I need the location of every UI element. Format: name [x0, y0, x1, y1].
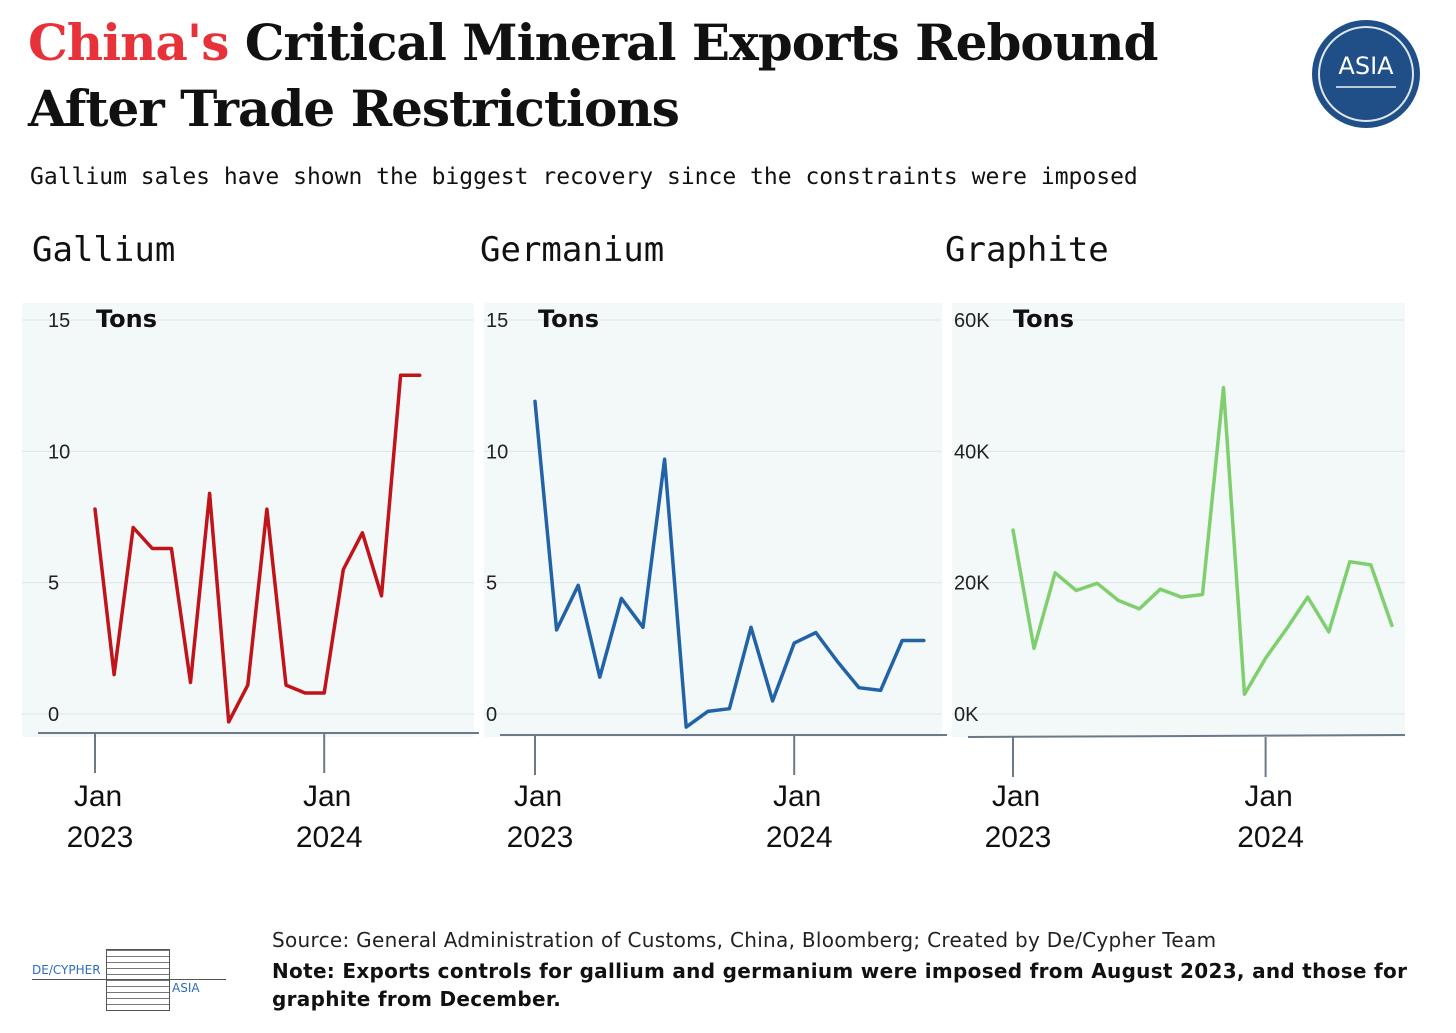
logo-left-text: DE/CYPHER — [32, 963, 101, 977]
germanium-xtick-label-year: 2023 — [507, 821, 574, 854]
germanium-ytick-label: 5 — [486, 573, 497, 595]
graphite-ylabel: Tons — [1013, 305, 1074, 333]
graphite-xtick-label-month: Jan — [1244, 780, 1292, 813]
gallium-ytick-label: 5 — [48, 573, 59, 595]
graphite-x-axis — [967, 734, 1406, 738]
germanium-ylabel: Tons — [538, 305, 599, 333]
chart-title: China's Critical Mineral Exports Rebound… — [28, 10, 1258, 142]
maze-icon — [106, 949, 170, 1011]
graphite-plot-area — [952, 303, 1405, 737]
title-rest: Critical Mineral Exports Rebound After T… — [28, 13, 1158, 138]
asia-logo-badge: ASIA — [1312, 20, 1420, 128]
graphite-ytick-label: 60K — [954, 310, 990, 332]
germanium-ytick-label: 15 — [486, 310, 508, 332]
logo-underline — [1336, 86, 1396, 88]
title-highlight: China's — [28, 13, 229, 72]
graphite-ytick-label: 20K — [954, 573, 990, 595]
gallium-xtick-label-month: Jan — [74, 780, 122, 813]
decypher-logo: DE/CYPHER ASIA — [30, 945, 230, 1015]
graphite-ytick-label: 40K — [954, 441, 990, 463]
gallium-series-line — [93, 373, 422, 724]
chart-subtitle: Gallium sales have shown the biggest rec… — [30, 164, 1138, 190]
charts-canvas: 0 5 10 15 Tons Jan 2023 Jan 2024 0 5 10 15 Tons Jan 202… — [22, 303, 1406, 854]
gallium-xtick-label-year: 2023 — [67, 821, 134, 854]
logo-ring — [1318, 26, 1414, 122]
germanium-xtick-label-month: Jan — [514, 780, 562, 813]
panel-title-gallium: Gallium — [32, 230, 176, 270]
gallium-ytick-label: 15 — [48, 310, 70, 332]
graphite-xtick-label-month: Jan — [992, 780, 1040, 813]
germanium-ytick-label: 0 — [486, 704, 497, 726]
source-text: Source: General Administration of Custom… — [272, 928, 1217, 952]
logo-right-text: ASIA — [172, 981, 200, 995]
gallium-xtick-label-month: Jan — [303, 780, 351, 813]
panel-title-graphite: Graphite — [945, 230, 1109, 270]
logo-text: ASIA — [1338, 52, 1394, 80]
graphite-xtick-label-year: 2024 — [1237, 821, 1304, 854]
logo-divider — [32, 979, 226, 980]
note-text: Note: Exports controls for gallium and g… — [272, 959, 1408, 1011]
graphite-ytick-label: 0K — [954, 704, 979, 726]
germanium-ytick-label: 10 — [486, 441, 508, 463]
germanium-xtick-label-year: 2024 — [766, 821, 833, 854]
gallium-ylabel: Tons — [96, 305, 157, 333]
gallium-xtick-label-year: 2024 — [296, 821, 363, 854]
gallium-ytick-label: 0 — [48, 704, 59, 726]
panel-title-germanium: Germanium — [480, 230, 665, 270]
germanium-xtick-label-month: Jan — [773, 780, 821, 813]
graphite-xtick-label-year: 2023 — [985, 821, 1052, 854]
gallium-ytick-label: 10 — [48, 441, 70, 463]
germanium-plot-area — [484, 303, 942, 737]
